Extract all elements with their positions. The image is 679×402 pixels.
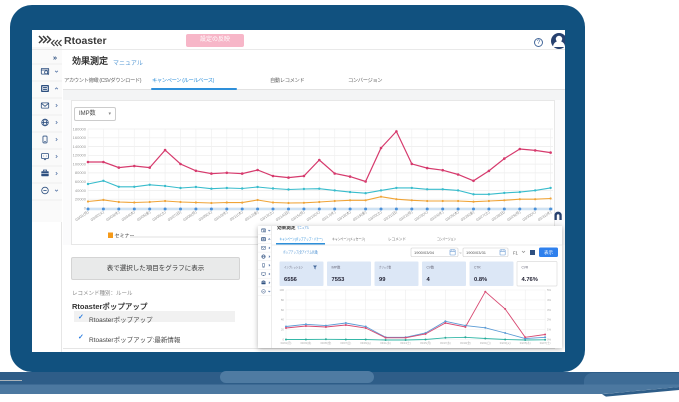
svg-text:キャンペーン(ポップアップ・バナー): キャンペーン(ポップアップ・バナー)	[280, 236, 323, 241]
svg-text:インプレッション: インプレッション	[284, 265, 303, 270]
svg-text:03/25(木): 03/25(木)	[520, 341, 531, 345]
svg-text:140000: 140000	[73, 144, 87, 149]
svg-text:03/21(日): 03/21(日)	[480, 341, 491, 345]
svg-text:~: ~	[459, 251, 462, 256]
svg-text:F1: F1	[513, 251, 519, 256]
svg-text:180000: 180000	[73, 126, 87, 131]
svg-text:03/27(土): 03/27(土)	[540, 341, 551, 345]
svg-text:60000: 60000	[75, 179, 87, 184]
svg-text:03/15(月): 03/15(月)	[420, 341, 431, 345]
svg-text:CTR: CTR	[474, 266, 481, 270]
svg-text:5%: 5%	[547, 288, 552, 292]
svg-text:03/09(火): 03/09(火)	[360, 341, 371, 345]
svg-text:03/07(日): 03/07(日)	[340, 341, 351, 345]
svg-text:キャンペーン(メッセージ): キャンペーン(メッセージ)	[332, 236, 366, 241]
svg-text:セミナー: セミナー	[115, 234, 135, 240]
svg-text:レコメンド: レコメンド	[388, 237, 406, 241]
svg-text:効果測定: 効果測定	[277, 224, 296, 231]
svg-text:IMP数: IMP数	[332, 265, 342, 270]
svg-text:20000: 20000	[75, 197, 87, 202]
svg-text:CV数: CV数	[427, 265, 435, 270]
svg-text:マニュアル: マニュアル	[297, 225, 309, 230]
svg-text:0: 0	[282, 338, 284, 342]
svg-text:03/03(水): 03/03(水)	[300, 341, 311, 345]
svg-text:03/13(土): 03/13(土)	[400, 341, 411, 345]
svg-text:100000: 100000	[73, 161, 87, 166]
svg-text:03/01(月): 03/01(月)	[281, 341, 292, 345]
svg-text:0.8%: 0.8%	[474, 277, 487, 283]
svg-text:99: 99	[379, 277, 386, 283]
svg-text:コンバージョン: コンバージョン	[437, 236, 456, 241]
svg-text:6556: 6556	[284, 277, 298, 283]
svg-text:1900/03/31: 1900/03/31	[466, 250, 487, 255]
svg-text:表示: 表示	[544, 249, 553, 256]
svg-text:0%: 0%	[547, 338, 552, 342]
svg-text:1900/03/04: 1900/03/04	[414, 250, 435, 255]
svg-text:0: 0	[84, 205, 87, 210]
svg-text:120000: 120000	[73, 153, 87, 158]
svg-text:60: 60	[281, 308, 285, 312]
svg-text:2%: 2%	[547, 318, 552, 322]
svg-text:4: 4	[427, 277, 431, 283]
svg-text:03/17(水): 03/17(水)	[440, 341, 451, 345]
svg-text:03/23(火): 03/23(火)	[500, 341, 511, 345]
svg-text:160000: 160000	[73, 135, 87, 140]
svg-text:40: 40	[281, 318, 285, 322]
svg-text:4.76%: 4.76%	[522, 277, 538, 283]
svg-text:80: 80	[281, 298, 285, 302]
svg-text:1%: 1%	[547, 328, 552, 332]
svg-text:03/19(金): 03/19(金)	[460, 341, 471, 345]
svg-text:クリック数: クリック数	[379, 265, 392, 270]
svg-text:4%: 4%	[547, 298, 552, 302]
svg-text:40000: 40000	[75, 188, 87, 193]
svg-text:»: »	[53, 53, 57, 62]
svg-text:03/11(木): 03/11(木)	[380, 341, 391, 345]
svg-text:20: 20	[281, 328, 285, 332]
svg-text:7553: 7553	[332, 277, 346, 283]
svg-text:80000: 80000	[75, 170, 87, 175]
svg-text:100: 100	[279, 288, 284, 292]
svg-text:03/05(金): 03/05(金)	[320, 341, 331, 345]
svg-text:CVR: CVR	[522, 266, 529, 270]
svg-text:3%: 3%	[547, 308, 552, 312]
svg-text:ポップアップ(全アイテム共通): ポップアップ(全アイテム共通)	[283, 250, 318, 255]
